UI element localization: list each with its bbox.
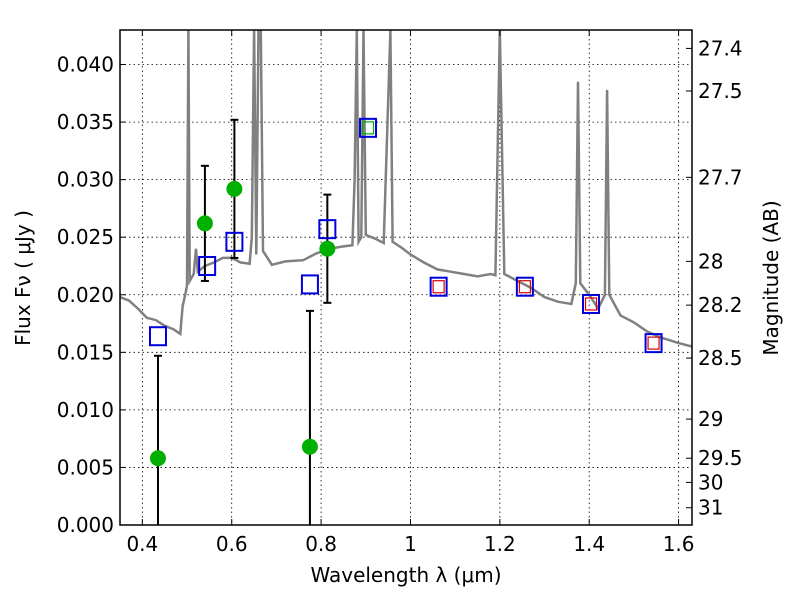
observed-point bbox=[196, 215, 213, 232]
x-tick-label: 1 bbox=[404, 532, 417, 556]
model-square bbox=[515, 276, 534, 297]
spectrum-line bbox=[120, 30, 692, 348]
y-tick-label: 0.030 bbox=[57, 168, 114, 192]
y2-tick-label: 28.2 bbox=[698, 293, 743, 317]
y2-tick-label: 27.7 bbox=[698, 165, 743, 189]
model-square bbox=[148, 326, 167, 347]
observed-point bbox=[301, 438, 318, 455]
model-square bbox=[429, 276, 448, 297]
plot-frame bbox=[119, 29, 693, 526]
y2-tick-label: 27.5 bbox=[698, 79, 743, 103]
spectrum-layer bbox=[120, 30, 692, 348]
y-axis-label: Flux Fν ( μJy ) bbox=[11, 210, 35, 346]
y2-tick-label: 29 bbox=[698, 407, 723, 431]
y2-tick-label: 27.4 bbox=[698, 36, 743, 60]
y-tick-label: 0.035 bbox=[57, 110, 114, 134]
observed-point bbox=[226, 180, 243, 197]
observed-point bbox=[149, 450, 166, 467]
x-tick-label: 1.6 bbox=[663, 532, 695, 556]
y-tick-label: 0.010 bbox=[57, 398, 114, 422]
grid-lines bbox=[120, 30, 692, 525]
y2-axis-label: Magnitude (AB) bbox=[759, 200, 783, 355]
marks-layer bbox=[148, 117, 663, 525]
x-tick-label: 1.4 bbox=[573, 532, 605, 556]
y2-tick-label: 31 bbox=[698, 496, 723, 520]
y-tick-label: 0.020 bbox=[57, 283, 114, 307]
inner-square bbox=[518, 280, 531, 294]
y-tick-label: 0.005 bbox=[57, 455, 114, 479]
observed-point bbox=[319, 240, 336, 257]
y2-tick-label: 28.5 bbox=[698, 346, 743, 370]
y-tick-label: 0.000 bbox=[57, 513, 114, 537]
y-tick-label: 0.015 bbox=[57, 340, 114, 364]
model-square bbox=[318, 219, 337, 240]
model-square bbox=[300, 274, 319, 295]
model-square bbox=[359, 117, 378, 138]
x-tick-label: 0.8 bbox=[305, 532, 337, 556]
model-square bbox=[582, 293, 601, 314]
model-square bbox=[198, 255, 217, 276]
model-square bbox=[644, 333, 663, 354]
inner-square bbox=[361, 121, 375, 135]
y2-tick-label: 28 bbox=[698, 249, 723, 273]
x-axis-label: Wavelength λ (μm) bbox=[310, 563, 501, 587]
x-tick-label: 0.6 bbox=[216, 532, 248, 556]
y-tick-label: 0.025 bbox=[57, 225, 114, 249]
x-tick-label: 1.2 bbox=[484, 532, 516, 556]
inner-square bbox=[432, 280, 445, 294]
y2-tick-label: 29.5 bbox=[698, 446, 743, 470]
y-tick-label: 0.040 bbox=[57, 53, 114, 77]
y2-tick-label: 30 bbox=[698, 470, 723, 494]
x-tick-label: 0.4 bbox=[126, 532, 158, 556]
ticks-layer: 0.4 0.6 0.8 1 1.2 1.4 1.6 0.000 0.005 0.010 0.015 0… bbox=[57, 30, 743, 556]
model-square bbox=[225, 231, 244, 252]
inner-square bbox=[647, 336, 660, 350]
inner-square bbox=[584, 297, 598, 311]
